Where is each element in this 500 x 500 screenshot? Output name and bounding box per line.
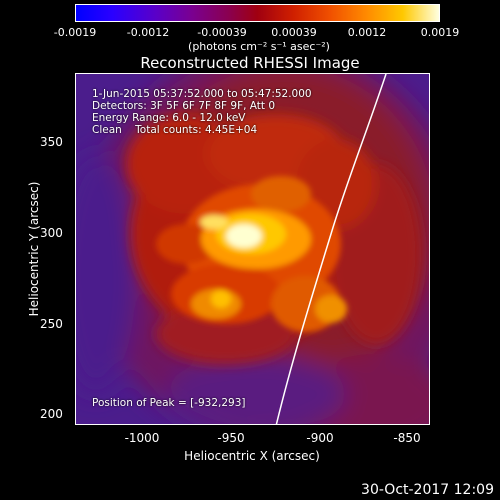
x-tick-label: -1000 (124, 431, 160, 445)
y-tick-label: 250 (40, 317, 63, 331)
x-tick-label: -950 (217, 431, 245, 445)
energy-text: Energy Range: 6.0 - 12.0 keV (92, 112, 246, 124)
emission-map (76, 74, 429, 424)
solar-limb (275, 74, 387, 424)
image-title: Reconstructed RHESSI Image (140, 54, 360, 72)
colorbar-tick: -0.00039 (197, 26, 247, 39)
peak-position-text: Position of Peak = [-932,293] (92, 397, 246, 409)
x-tick-label: -900 (306, 431, 334, 445)
solar-image-plot (75, 73, 430, 425)
colorbar-tick: 0.0019 (420, 26, 460, 39)
colorbar-tick: -0.0019 (53, 26, 97, 39)
x-axis-label: Heliocentric X (arcsec) (184, 449, 320, 463)
colorbar-tick: 0.0012 (347, 26, 387, 39)
x-tick-label: -850 (393, 431, 421, 445)
y-axis-label: Heliocentric Y (arcsec) (27, 181, 41, 317)
time-range-text: 1-Jun-2015 05:37:52.000 to 05:47:52.000 (92, 88, 312, 100)
detectors-text: Detectors: 3F 5F 6F 7F 8F 9F, Att 0 (92, 100, 276, 112)
clean-text: Clean Total counts: 4.45E+04 (92, 124, 258, 136)
timestamp: 30-Oct-2017 12:09 (361, 482, 494, 498)
colorbar-tick: 0.00039 (271, 26, 317, 39)
y-tick-label: 200 (40, 407, 63, 421)
y-tick-label: 300 (40, 226, 63, 240)
y-tick-label: 350 (40, 135, 63, 149)
colorbar-tick: -0.0012 (126, 26, 170, 39)
colorbar (75, 4, 440, 22)
colorbar-units: (photons cm⁻² s⁻¹ asec⁻²) (188, 40, 330, 53)
